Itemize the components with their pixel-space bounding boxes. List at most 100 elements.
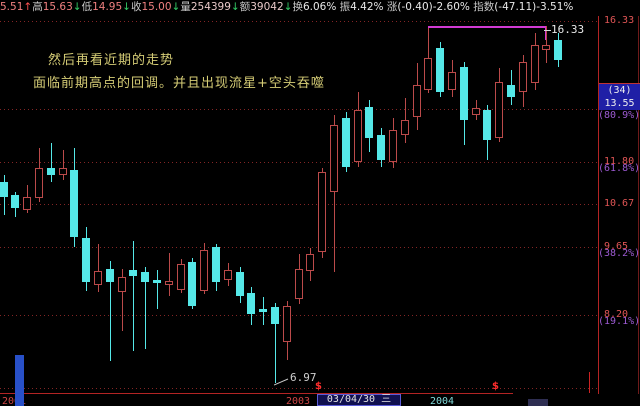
candle-body[interactable] [495, 82, 503, 138]
candle-body[interactable] [531, 45, 539, 83]
cursor-box-param: (34) [607, 85, 632, 96]
candle-wick[interactable] [133, 241, 134, 351]
candle-body[interactable] [554, 40, 562, 60]
candle-body[interactable] [377, 135, 385, 160]
candle-body[interactable] [472, 108, 480, 115]
fib-axis-label: (38.2%) [598, 248, 640, 259]
candle-body[interactable] [448, 72, 456, 90]
candle-body[interactable] [82, 238, 90, 282]
candle-wick[interactable] [157, 270, 158, 309]
candle-wick[interactable] [51, 143, 52, 182]
candle-body[interactable] [436, 48, 444, 92]
candle-body[interactable] [389, 130, 397, 162]
info-segment: 涨 [386, 1, 398, 13]
candle-body[interactable] [247, 293, 255, 314]
candle-body[interactable] [118, 277, 126, 292]
info-segment: ↓ [283, 1, 293, 13]
candle-body[interactable] [188, 262, 196, 306]
candle-body[interactable] [507, 85, 515, 97]
candle-body[interactable] [259, 309, 267, 312]
candle-wick[interactable] [334, 115, 335, 272]
candle-wick[interactable] [122, 269, 123, 331]
candle-wick[interactable] [275, 303, 276, 383]
info-segment: 6.06% [302, 1, 340, 13]
candle-body[interactable] [106, 269, 114, 282]
candle-wick[interactable] [110, 261, 111, 361]
cursor-box-price: 13.55 [604, 98, 635, 109]
info-segment: 4.42% [350, 1, 387, 13]
ex-rights-marker[interactable]: $ [492, 381, 499, 392]
scrollbar-thumb[interactable] [15, 355, 24, 406]
price-axis-label: 10.67 [604, 198, 635, 209]
info-segment: ↑ [23, 1, 33, 13]
candle-body[interactable] [23, 197, 31, 210]
candle-body[interactable] [59, 168, 67, 175]
info-segment: 39042 [250, 1, 284, 13]
candle-body[interactable] [519, 62, 527, 92]
candle-body[interactable] [165, 281, 173, 285]
annotation-line-1: 然后再看近期的走势 [48, 53, 175, 68]
price-axis-label: 11.80 [604, 156, 635, 167]
candle-body[interactable] [236, 272, 244, 296]
info-segment: 14.95 [92, 1, 123, 13]
candle-body[interactable] [0, 182, 8, 197]
candle-body[interactable] [342, 118, 350, 167]
candle-wick[interactable] [145, 267, 146, 349]
candle-body[interactable] [306, 254, 314, 271]
info-segment: ↓ [72, 1, 82, 13]
candle-body[interactable] [483, 110, 491, 140]
high-price-label: 16.33 [551, 23, 585, 36]
cursor-date-box: 03/04/30 三 [317, 394, 401, 406]
candle-body[interactable] [70, 170, 78, 237]
candle-body[interactable] [460, 67, 468, 120]
year-label: 2004 [430, 396, 455, 406]
candle-body[interactable] [35, 168, 43, 198]
candle-body[interactable] [153, 280, 161, 283]
info-segment: (-47.11)-3.51% [494, 1, 574, 13]
info-segment: 指数 [473, 1, 495, 13]
candle-wick[interactable] [98, 244, 99, 292]
candle-wick[interactable] [63, 150, 64, 180]
candle-body[interactable] [424, 58, 432, 90]
info-segment: (-0.40)-2.60% [397, 1, 474, 13]
price-gridline [0, 204, 597, 205]
candle-body[interactable] [224, 270, 232, 280]
year-label: 2001 [2, 396, 26, 406]
candle-body[interactable] [283, 306, 291, 342]
candle-body[interactable] [542, 45, 550, 50]
corner-stub [528, 399, 548, 406]
candle-body[interactable] [200, 250, 208, 291]
ex-rights-marker[interactable]: $ [315, 381, 322, 392]
candle-body[interactable] [271, 307, 279, 324]
fib-axis-label: (80.9%) [598, 110, 640, 121]
window-right-border [638, 16, 639, 394]
candle-body[interactable] [330, 125, 338, 192]
candle-body[interactable] [365, 107, 373, 138]
candle-body[interactable] [177, 264, 185, 290]
candle-body[interactable] [94, 271, 102, 285]
info-segment: ↓ [122, 1, 131, 13]
candle-body[interactable] [413, 85, 421, 117]
info-segment: 额 [239, 1, 251, 13]
candle-body[interactable] [141, 272, 149, 282]
info-segment: 振 [339, 1, 351, 13]
price-axis-label: 16.33 [604, 15, 635, 26]
candle-body[interactable] [401, 120, 409, 135]
candle-body[interactable] [295, 269, 303, 299]
axis-tick [589, 372, 590, 393]
info-segment: ↓ [171, 1, 181, 13]
candle-body[interactable] [47, 168, 55, 175]
info-segment: 高 [32, 1, 43, 13]
candle-body[interactable] [11, 195, 19, 208]
info-segment: 量 [180, 1, 191, 13]
candle-wick[interactable] [169, 253, 170, 296]
candle-body[interactable] [318, 172, 326, 252]
candle-wick[interactable] [546, 26, 547, 63]
axis-cursor-box: (34) 13.55 [599, 83, 640, 110]
candle-body[interactable] [212, 247, 220, 282]
candle-body[interactable] [354, 110, 362, 162]
price-axis-label: 8.20 [604, 309, 629, 320]
info-segment: 15.63 [42, 1, 73, 13]
candle-body[interactable] [129, 270, 137, 276]
